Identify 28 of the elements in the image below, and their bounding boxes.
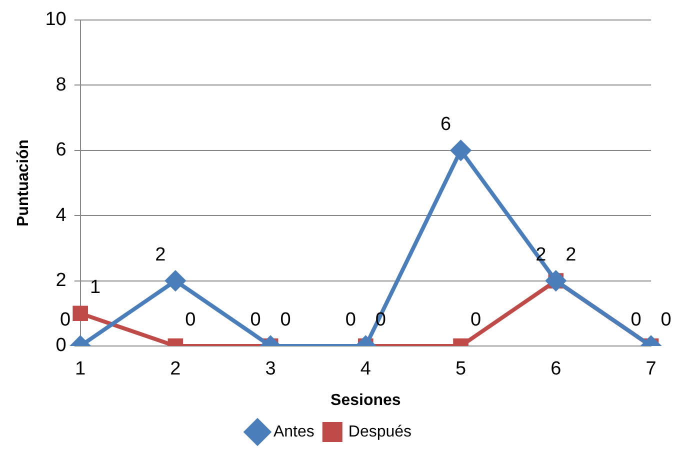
- x-tick-label: 3: [265, 358, 276, 380]
- data-label: 1: [90, 277, 101, 298]
- x-tick-label: 7: [646, 358, 656, 380]
- legend-label: Antes: [273, 423, 314, 440]
- y-tick-label: 8: [56, 74, 66, 96]
- data-label: 0: [185, 310, 196, 331]
- x-tick-label: 4: [360, 358, 372, 380]
- data-label: 6: [440, 114, 452, 136]
- data-label: 2: [155, 244, 166, 266]
- y-tick-label: 4: [56, 204, 67, 226]
- data-label: 0: [660, 310, 672, 331]
- x-tick-label: 6: [550, 358, 562, 380]
- x-tick-label: 2: [170, 358, 181, 380]
- x-tick-label: 5: [455, 358, 466, 380]
- y-tick-label: 10: [45, 9, 66, 30]
- y-tick-label: 0: [56, 335, 66, 356]
- data-label: 0: [630, 310, 642, 331]
- y-axis-title: Puntuación: [15, 139, 32, 227]
- data-label: 0: [280, 310, 291, 331]
- y-tick-label: 6: [56, 140, 66, 161]
- data-label: 0: [250, 310, 261, 331]
- data-label: 0: [345, 310, 356, 331]
- legend-label: Después: [348, 423, 412, 440]
- y-tick-label: 2: [56, 270, 66, 292]
- data-label: 0: [470, 310, 482, 331]
- data-label: 2: [566, 244, 576, 266]
- x-tick-label: 1: [75, 358, 86, 380]
- x-axis-title: Sesiones: [330, 392, 401, 409]
